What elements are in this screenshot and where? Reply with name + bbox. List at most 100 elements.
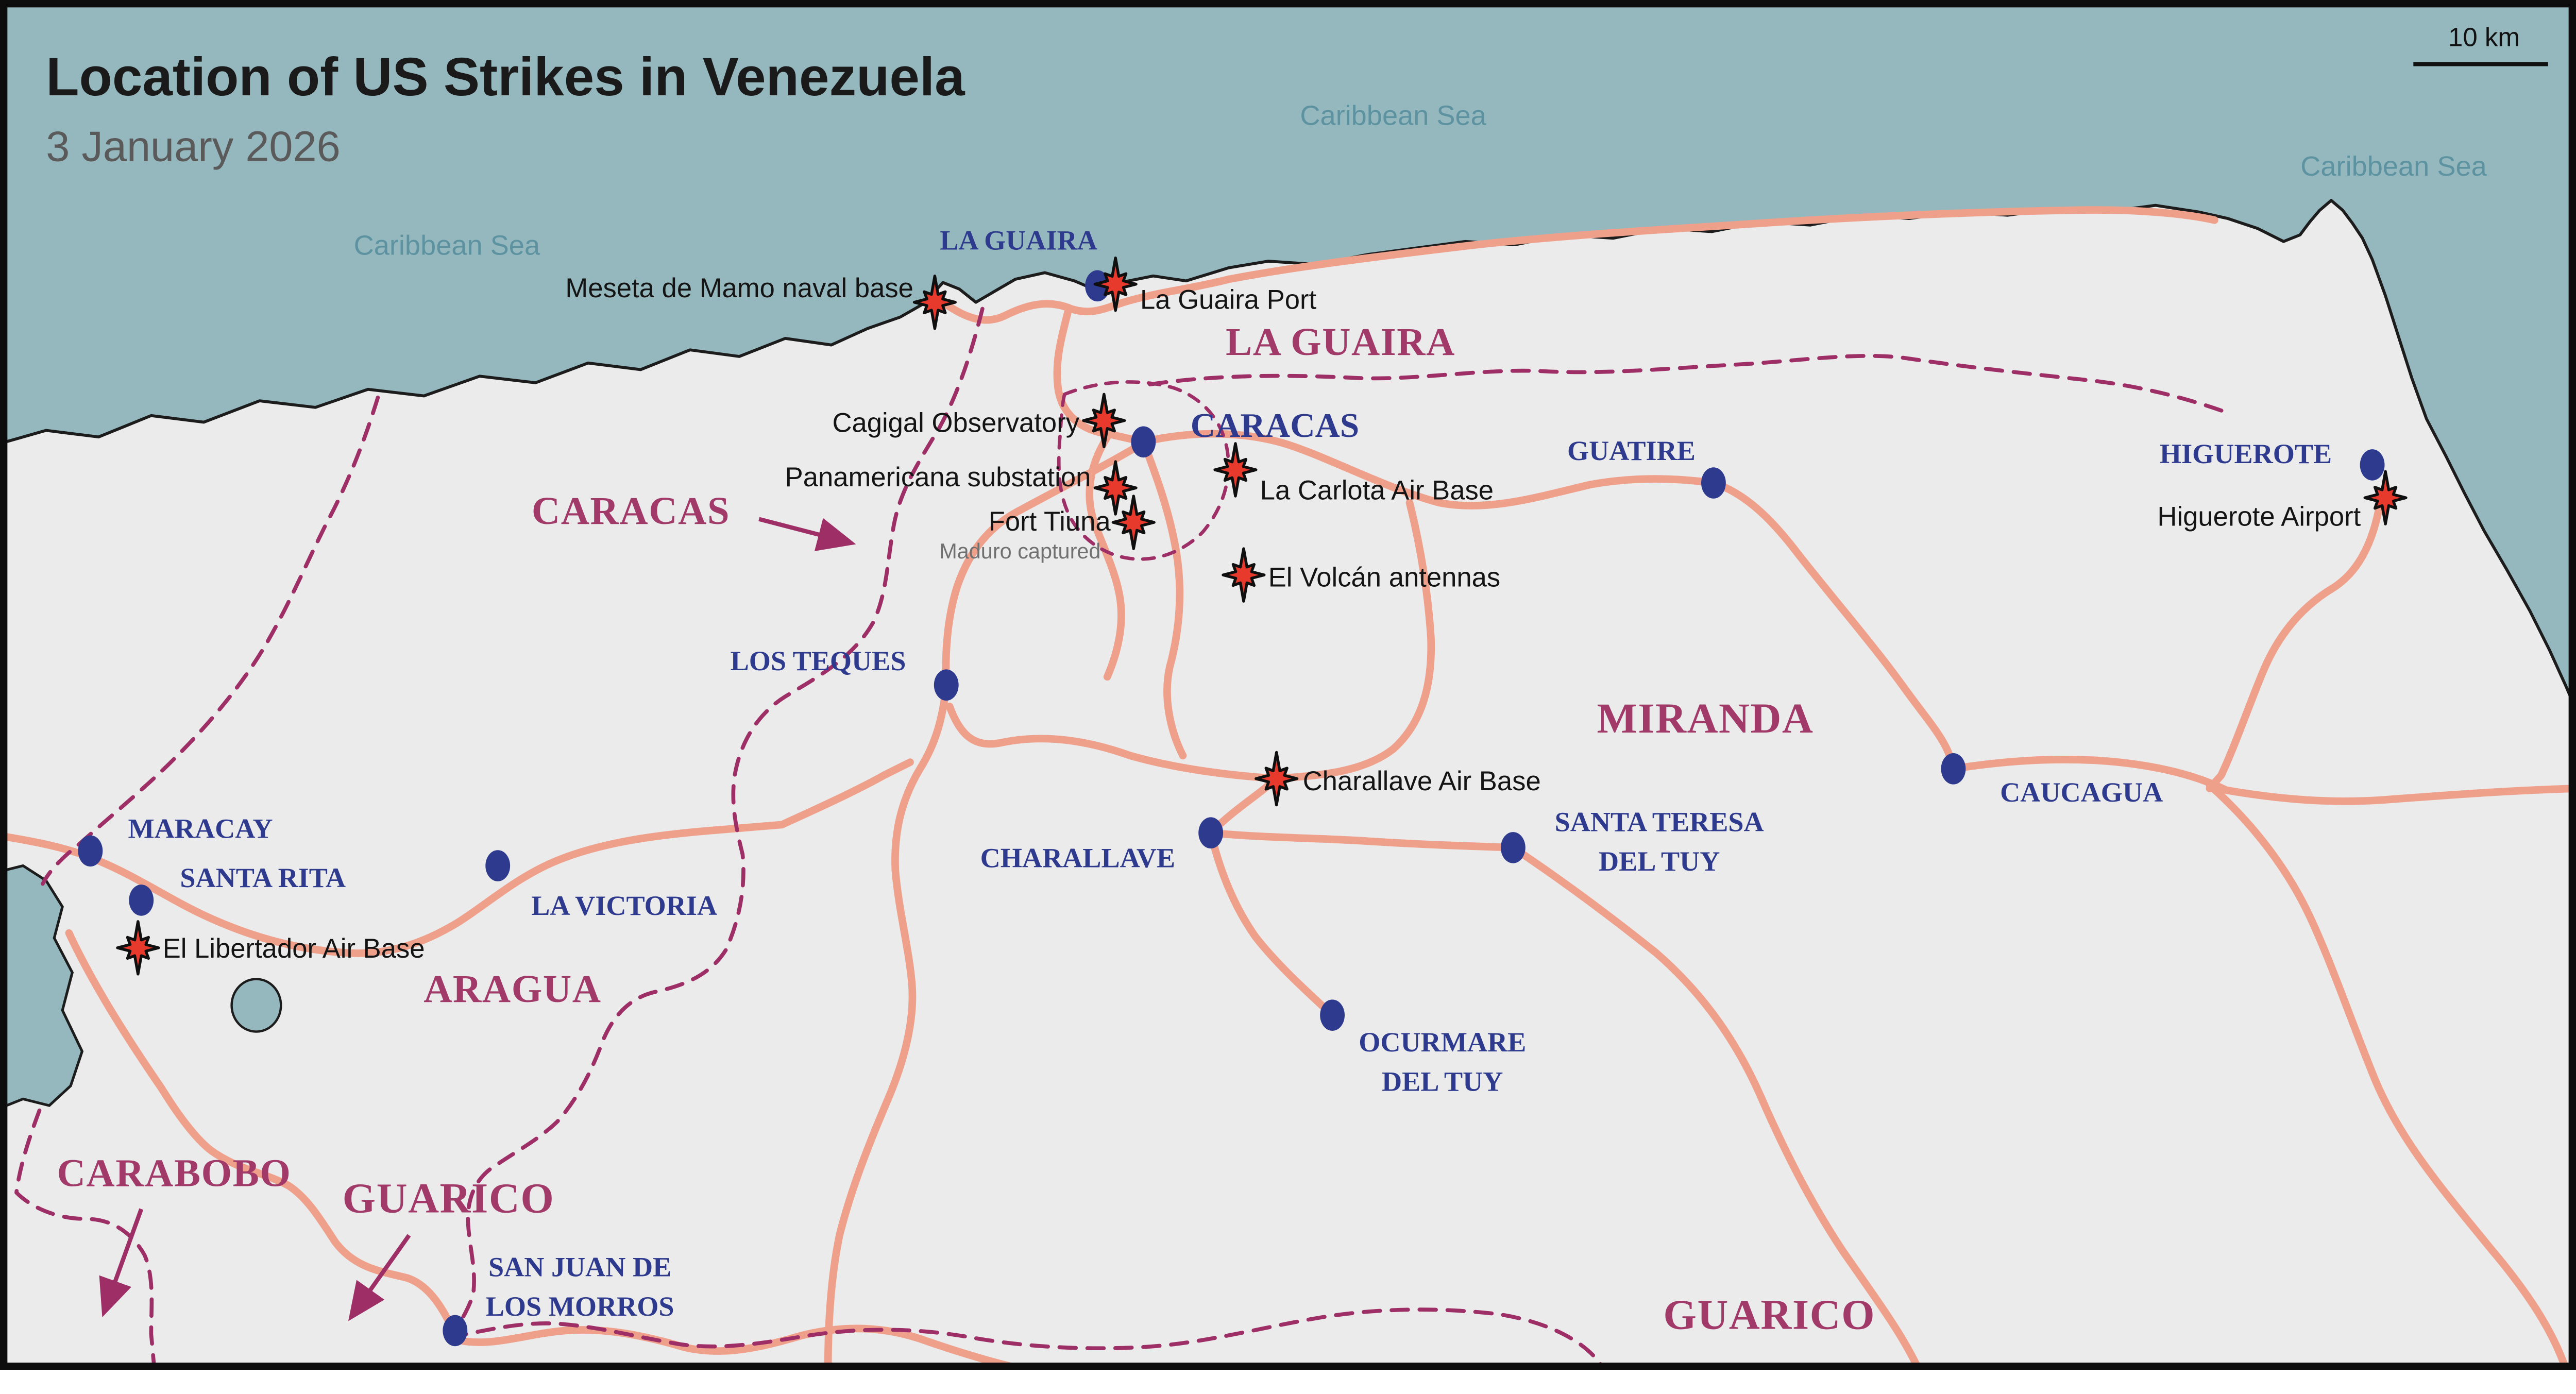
state-borders [14, 307, 2233, 1370]
sea-label-2: Caribbean Sea [354, 230, 540, 261]
coastline [0, 199, 2576, 710]
strike-label-el-volc-n-antennas: El Volcán antennas [1268, 562, 1500, 592]
strike-star-el-volc-n-antennas [1222, 547, 1266, 603]
road-barlovento-south [2206, 781, 2570, 1370]
city-dots [78, 270, 2385, 1347]
strike-label-charallave-air-base: Charallave Air Base [1303, 766, 1541, 796]
road-guatire-caucagua [1709, 479, 1957, 773]
strike-star-el-libertador-air-base [116, 920, 160, 976]
state-arrow-guarico [348, 1234, 411, 1321]
city-dot-san-juan-de-los-morros [443, 1315, 468, 1347]
strike-label-meseta-de-mamo-naval-base: Meseta de Mamo naval base [565, 273, 913, 303]
page-subtitle: 3 January 2026 [46, 122, 340, 170]
page-title: Location of US Strikes in Venezuela [46, 47, 965, 107]
state-label-guarico: GUARICO [1663, 1291, 1875, 1338]
state-arrow-carabobo [99, 1208, 144, 1318]
strike-label-cagigal-observatory: Cagigal Observatory [832, 408, 1079, 438]
road-valley-south [1273, 499, 1435, 783]
city-dot-la-victoria [485, 850, 511, 881]
strike-star-la-guaira-port [1093, 256, 1138, 312]
strike-star-charallave-air-base [1255, 751, 1299, 807]
city-dot-higuerote [2360, 449, 2385, 481]
strike-labels: Meseta de Mamo naval base La Guaira Port C… [163, 273, 2361, 964]
road-santateresa-south [1509, 844, 1923, 1370]
city-dot-caucagua [1941, 753, 1966, 785]
sea-label-1: Caribbean Sea [2300, 151, 2487, 182]
road-lavictoria-join [778, 758, 914, 829]
border-miranda-aragua [448, 307, 985, 1339]
small-lake [230, 978, 282, 1033]
strike-star-cagigal-observatory [1082, 393, 1126, 449]
city-labels: LA GUAIRA CARACAS GUATIRE HIGUEROTE LOS TEQU… [128, 225, 2332, 1322]
city-label-charallave: CHARALLAVE [980, 843, 1175, 874]
city-dot-santa-rita [129, 885, 154, 916]
road-charallave-santateresa [1207, 829, 1517, 852]
strike-star-higuerote-airport [2363, 470, 2408, 525]
city-label-los-teques: LOS TEQUES [731, 645, 906, 676]
road-panamericana [942, 443, 1141, 689]
road-losteques-south [824, 681, 951, 1370]
strike-label-panamericana-substation: Panamericana substation [785, 462, 1091, 492]
state-arrow-caracas [758, 517, 856, 551]
city-label-ocurmare-del-tuy: OCURMARE DEL TUY [1359, 1027, 1526, 1097]
state-label-la-guaira: LA GUAIRA [1226, 320, 1455, 364]
land-area [0, 200, 2576, 1370]
road-network [0, 206, 2576, 1370]
strike-stars [116, 256, 2408, 976]
city-label-maracay: MARACAY [128, 813, 273, 844]
strike-star-la-carlota-air-base [1213, 442, 1258, 498]
strike-label-la-carlota-air-base: La Carlota Air Base [1260, 475, 1494, 505]
city-label-higuerote: HIGUEROTE [2160, 438, 2332, 469]
strike-label-la-guaira-port: La Guaira Port [1140, 284, 1317, 315]
strike-note-maduro-captured: Maduro captured [939, 539, 1100, 563]
city-label-santa-rita: SANTA RITA [180, 862, 346, 893]
road-caracas-guatire [1140, 430, 1718, 509]
strike-star-fort-tiuna [1111, 495, 1156, 550]
road-caucagua-east [1950, 756, 2576, 805]
strike-star-panamericana-substation [1093, 460, 1138, 516]
city-label-la-victoria: LA VICTORIA [531, 890, 717, 921]
strike-star-meseta-de-mamo-naval-base [912, 275, 957, 330]
border-laguaira-miranda [1148, 354, 2233, 416]
border-carabobo-south [14, 1108, 157, 1370]
city-label-santa-teresa-del-tuy: SANTA TERESA DEL TUY [1555, 807, 1764, 877]
city-label-caucagua: CAUCAGUA [2000, 777, 2163, 808]
city-dot-caracas [1131, 426, 1156, 458]
road-sanjuan-east [456, 1324, 1026, 1370]
border-caracas-district [1057, 380, 1230, 561]
city-label-guatire: GUATIRE [1567, 435, 1696, 466]
border-miranda-guarico [448, 1307, 1606, 1370]
city-dot-guatire [1701, 467, 1726, 499]
city-dot-ocurmare-del-tuy [1320, 999, 1345, 1031]
road-higuerote [2206, 505, 2383, 792]
state-label-caracas: CARACAS [532, 489, 730, 533]
scale-bar: 10 km [2413, 22, 2548, 66]
city-dot-los-teques [934, 669, 959, 701]
city-label-san-juan-de-los-morros: SAN JUAN DE LOS MORROS [486, 1252, 674, 1322]
road-caracas-local [1086, 433, 1125, 681]
state-label-miranda: MIRANDA [1597, 694, 1814, 742]
state-label-aragua: ARAGUA [423, 967, 601, 1011]
strike-label-el-libertador-air-base: El Libertador Air Base [163, 933, 425, 964]
road-caracas-local-2 [1140, 438, 1187, 760]
strike-label-higuerote-airport: Higuerote Airport [2157, 501, 2361, 532]
city-dot-santa-teresa-del-tuy [1500, 832, 1526, 863]
scale-bar-label: 10 km [2448, 22, 2520, 52]
state-label-carabobo: CARABOBO [57, 1151, 292, 1195]
city-label-la-guaira: LA GUAIRA [940, 225, 1097, 256]
strike-label-fort-tiuna: Fort Tiuna [989, 506, 1111, 537]
road-maracay-lavictoria [0, 821, 786, 957]
state-arrows [99, 517, 856, 1321]
city-label-caracas: CARACAS [1191, 406, 1359, 445]
sea-labels: Caribbean Sea Caribbean Sea Caribbean Sea [354, 100, 2487, 261]
sea-label-0: Caribbean Sea [1300, 100, 1486, 131]
city-dot-charallave [1198, 817, 1224, 849]
state-label-guarico: GUARICO [343, 1174, 555, 1221]
road-losteques-charallave [945, 702, 1281, 783]
road-charallave-ocumare [1207, 829, 1336, 1019]
road-coastal [939, 206, 2218, 324]
state-labels: LA GUAIRA CARACAS MIRANDA ARAGUA CARABOBO GUA… [57, 320, 1875, 1338]
road-lake-sanjuan [65, 929, 464, 1345]
